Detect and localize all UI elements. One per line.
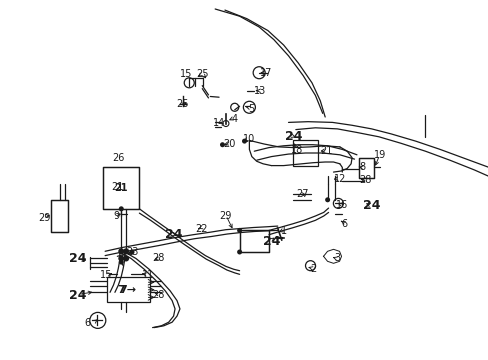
Text: 15: 15 [179,69,192,79]
Text: 25: 25 [196,69,209,79]
Text: 7: 7 [117,285,125,295]
Text: 28: 28 [359,175,371,185]
Text: 19: 19 [373,150,386,160]
Text: 28: 28 [152,290,165,300]
Circle shape [118,248,124,254]
Text: 6: 6 [84,318,90,328]
Text: 9: 9 [113,211,119,221]
Text: 24: 24 [69,289,87,302]
Bar [359,158,373,178]
Text: 10: 10 [243,134,255,144]
Text: 21: 21 [114,183,127,193]
Bar [51,200,68,232]
Text: 28: 28 [152,253,165,264]
Text: 8: 8 [359,162,365,172]
Text: 24: 24 [362,199,380,212]
Text: 21: 21 [320,146,332,156]
Text: 12: 12 [333,174,346,184]
Circle shape [119,260,123,265]
Text: 22: 22 [195,224,208,234]
Text: 13: 13 [253,86,266,96]
Text: 15: 15 [100,270,113,280]
Text: 21: 21 [111,182,123,192]
Text: 6: 6 [341,219,347,229]
Text: 7→: 7→ [119,285,137,295]
Bar [102,167,139,209]
Text: 23: 23 [125,247,138,257]
Text: 1: 1 [280,226,286,236]
Circle shape [123,248,129,254]
Text: 24: 24 [69,252,87,265]
Text: 16: 16 [335,200,348,210]
Bar [106,277,149,302]
Bar [293,140,317,166]
Text: 17: 17 [260,68,272,78]
Text: 27: 27 [295,189,308,199]
Circle shape [242,139,246,144]
Text: 11: 11 [141,270,154,280]
Text: 26: 26 [112,153,125,163]
Text: 18: 18 [290,145,303,156]
Text: 24: 24 [164,228,182,241]
Text: 2: 2 [309,264,315,274]
Text: 5: 5 [247,104,253,114]
Circle shape [237,249,242,255]
Text: 24: 24 [284,130,302,143]
Circle shape [220,142,224,147]
Bar [239,230,268,252]
Text: 3: 3 [334,253,340,264]
Circle shape [237,228,242,233]
Text: 4: 4 [231,114,237,124]
Text: 29: 29 [219,211,232,221]
Text: 20: 20 [223,139,236,149]
Text: 14: 14 [212,118,225,128]
Text: 29: 29 [38,213,50,223]
Circle shape [118,256,124,261]
Text: 24: 24 [262,235,280,248]
Circle shape [325,197,329,202]
Text: 25: 25 [176,99,188,109]
Circle shape [129,249,134,255]
Circle shape [123,256,129,261]
Circle shape [119,206,123,211]
